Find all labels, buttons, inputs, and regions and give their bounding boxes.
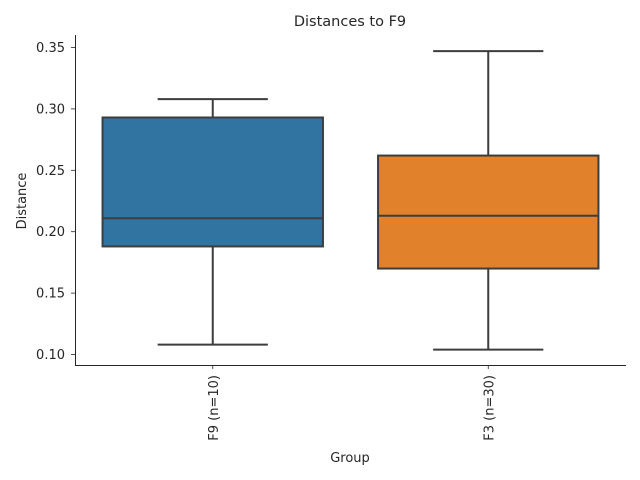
box-iqr (101, 116, 324, 248)
x-axis: F9 (n=10) F3 (n=30) (207, 365, 497, 441)
x-axis-label: Group (330, 451, 370, 466)
y-tick-label: 0.10 (36, 348, 65, 363)
box-group (101, 98, 324, 346)
y-tick-label: 0.25 (36, 164, 65, 179)
y-tick-label: 0.20 (36, 225, 65, 240)
y-tick-label: 0.15 (36, 287, 65, 302)
plot-area (101, 50, 600, 351)
box-group (377, 50, 600, 351)
x-tick-label: F3 (n=30) (482, 375, 497, 441)
chart-title: Distances to F9 (294, 14, 406, 30)
y-axis-label: Distance (15, 173, 30, 230)
y-tick-label: 0.30 (36, 102, 65, 117)
y-tick-label: 0.35 (36, 41, 65, 56)
x-tick-label: F9 (n=10) (207, 375, 222, 441)
box-iqr (377, 154, 600, 270)
y-axis: 0.10 0.15 0.20 0.25 0.30 0.35 (36, 41, 75, 363)
